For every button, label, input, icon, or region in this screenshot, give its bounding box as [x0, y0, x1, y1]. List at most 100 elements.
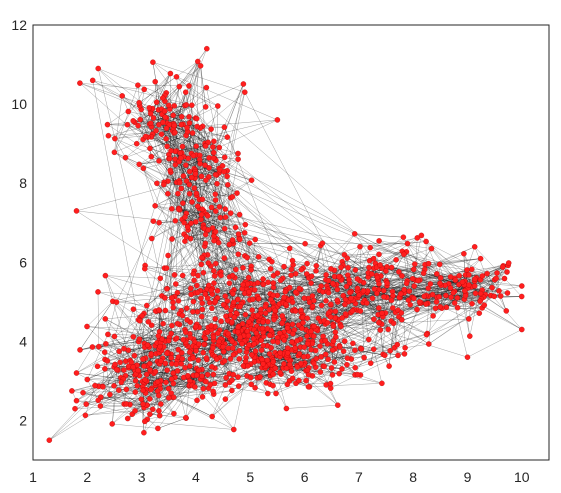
graph-node: [199, 206, 206, 212]
graph-node: [156, 158, 162, 164]
graph-node: [181, 219, 187, 226]
graph-edge: [114, 152, 271, 270]
graph-node: [240, 81, 247, 87]
graph-edge: [98, 391, 136, 401]
graph-edge: [173, 86, 180, 116]
graph-edge: [190, 223, 206, 295]
graph-edge: [428, 304, 485, 345]
graph-node: [149, 235, 155, 242]
graph-edge: [316, 358, 332, 369]
graph-node: [207, 300, 213, 306]
graph-node: [147, 145, 153, 152]
graph-edge: [213, 171, 225, 237]
graph-node: [225, 182, 231, 188]
graph-edge: [179, 182, 332, 270]
graph-node: [184, 224, 191, 230]
graph-node: [258, 337, 265, 344]
graph-edge: [214, 206, 220, 233]
graph-edge: [92, 80, 146, 359]
graph-edge: [346, 349, 374, 365]
graph-edge: [144, 222, 160, 266]
graph-edge: [189, 380, 234, 430]
graph-edge: [160, 278, 163, 296]
graph-edge: [114, 113, 151, 139]
graph-edge: [205, 83, 244, 181]
graph-edge: [186, 236, 233, 242]
graph-node: [172, 218, 179, 224]
graph-edge: [186, 180, 233, 197]
graph-node: [172, 161, 179, 168]
graph-edge: [300, 289, 320, 291]
graph-edge: [255, 239, 270, 260]
graph-node: [165, 190, 171, 197]
graph-edge: [122, 95, 129, 112]
graph-edge: [116, 297, 165, 303]
graph-node: [215, 103, 221, 109]
graph-edge: [233, 367, 263, 375]
graph-edge: [265, 296, 440, 367]
graph-edge: [105, 318, 121, 363]
graph-node: [232, 224, 239, 231]
graph-edge: [339, 346, 374, 350]
graph-node: [161, 108, 168, 114]
graph-edge: [418, 269, 468, 281]
graph-node: [246, 240, 253, 246]
graph-edge: [76, 290, 212, 374]
graph-edge: [143, 132, 175, 169]
graph-edge: [299, 243, 323, 289]
graph-node: [229, 319, 235, 325]
graph-edge: [166, 234, 206, 289]
graph-node: [141, 86, 147, 93]
graph-edge: [215, 180, 252, 201]
graph-edge: [105, 275, 309, 332]
graph-edge: [380, 329, 468, 358]
graph-edge: [92, 335, 159, 348]
graph-edge: [143, 280, 195, 314]
graph-node: [186, 181, 193, 188]
graph-edge: [287, 308, 442, 355]
graph-edge: [134, 122, 171, 173]
graph-node: [156, 219, 162, 226]
graph-edge: [300, 304, 331, 313]
graph-edge: [332, 351, 344, 375]
graph-edge: [179, 86, 190, 117]
graph-edge: [105, 275, 161, 279]
graph-node: [217, 214, 224, 221]
graph-node: [192, 171, 199, 177]
graph-edge: [180, 132, 193, 154]
graph-node: [182, 89, 189, 95]
graph-edge: [127, 397, 173, 419]
graph-node: [198, 261, 205, 268]
graph-node: [186, 114, 192, 120]
graph-edge: [205, 234, 431, 285]
graph-node: [242, 311, 249, 318]
graph-node: [210, 149, 217, 156]
graph-edge: [139, 320, 145, 344]
graph-edge: [361, 295, 466, 350]
graph-edge: [308, 367, 331, 384]
graph-node: [304, 260, 310, 267]
graph-edge: [140, 317, 188, 321]
graph-edge: [76, 385, 96, 401]
graph-edge: [212, 398, 226, 417]
graph-edge: [200, 65, 206, 146]
graph-edge: [185, 388, 204, 418]
graph-node: [197, 63, 204, 69]
graph-edge: [138, 371, 161, 381]
graph-edge: [156, 288, 168, 312]
graph-edge: [176, 76, 278, 121]
graph-edge: [76, 210, 165, 269]
graph-edge: [105, 343, 121, 363]
graph-edge: [167, 119, 278, 147]
graph-node: [236, 356, 243, 362]
graph-node: [260, 281, 267, 288]
graph-node: [189, 130, 196, 136]
graph-edge: [144, 347, 150, 364]
graph-node: [230, 299, 237, 306]
graph-edge: [185, 92, 218, 107]
graph-node: [242, 221, 249, 228]
graph-edge: [334, 312, 351, 363]
graph-node: [130, 118, 136, 124]
graph-edge: [166, 255, 169, 289]
graph-edge: [161, 48, 207, 110]
